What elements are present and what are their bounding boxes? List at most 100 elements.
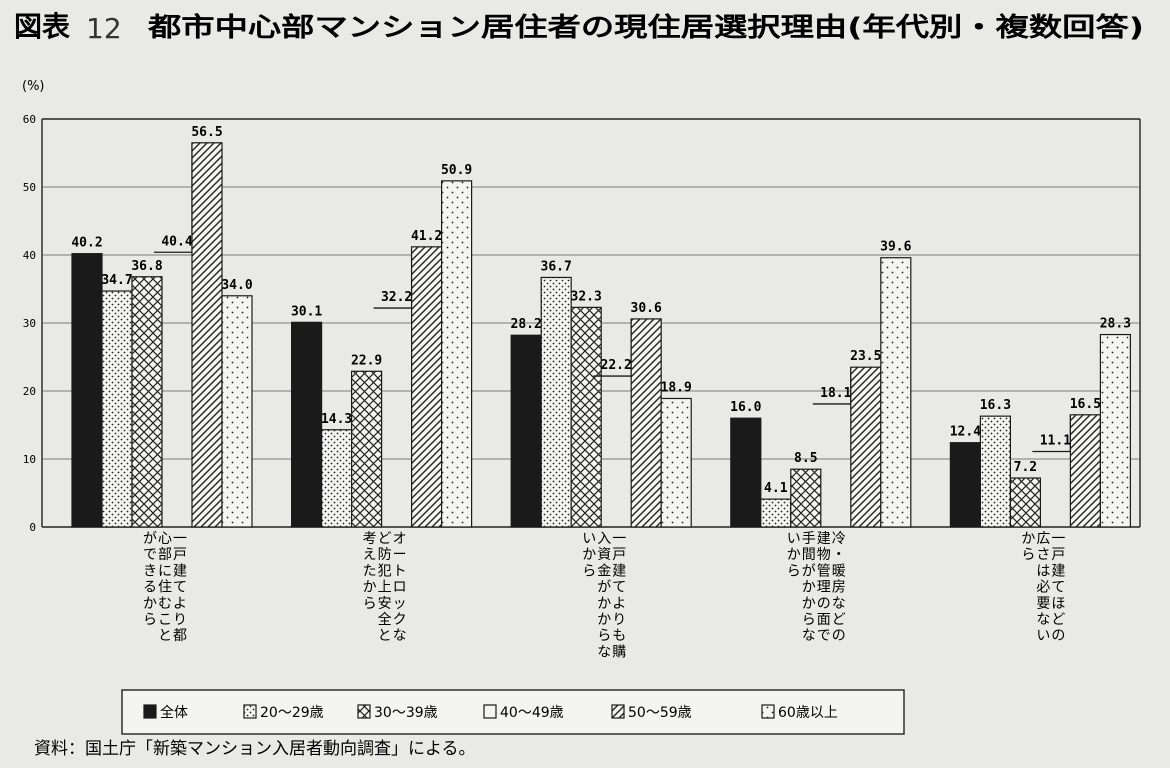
category-label-char: き — [143, 563, 157, 579]
data-label: 36.8 — [131, 259, 162, 274]
data-label: 18.1 — [820, 386, 851, 401]
category-label-char: ら — [787, 563, 801, 579]
bar-sparse-dots — [660, 397, 692, 528]
category-label-char: ー — [393, 547, 407, 563]
data-label: 30.6 — [631, 301, 662, 316]
category-label-char: ・ — [832, 547, 846, 563]
data-label: 34.7 — [101, 273, 132, 288]
category-label-char: ど — [1051, 612, 1065, 628]
category-label-char: 全 — [378, 611, 392, 628]
bar-sparse-dots — [221, 295, 253, 528]
category-label-char: か — [787, 547, 801, 563]
bar-dots — [101, 290, 133, 528]
category-labels: 一戸建てより都心部に住むことができるからオートロックなど防犯上安全と考えたから一… — [143, 531, 1065, 660]
category-label-char: 間 — [802, 547, 816, 563]
bar-diagonal — [630, 318, 662, 528]
legend-item-label: 20〜29歳 — [260, 705, 324, 721]
data-label: 28.3 — [1100, 317, 1131, 332]
category-label-char: 面 — [817, 612, 831, 628]
bar-diagonal — [411, 246, 443, 528]
category-label-char: 住 — [158, 580, 172, 596]
bar-solid — [71, 253, 103, 528]
category-label-char: 建 — [817, 531, 831, 547]
category-label-char: 暖 — [832, 563, 846, 579]
figure-number-label: 図表 — [14, 10, 70, 43]
category-label-char: よ — [173, 596, 187, 612]
data-label: 12.4 — [950, 425, 981, 440]
category-label-char: ら — [143, 612, 157, 628]
category-label-char: ト — [393, 563, 407, 579]
category-label-char: ら — [597, 628, 611, 644]
category-label-char: と — [378, 628, 392, 644]
data-label: 8.5 — [794, 451, 817, 466]
data-label: 36.7 — [541, 259, 572, 274]
category-label-char: オ — [393, 531, 407, 547]
category-label-char: の — [817, 596, 831, 612]
bar-solid — [949, 442, 982, 528]
category-label-char: 戸 — [173, 547, 187, 563]
bar-dots — [321, 429, 353, 528]
category-label-char: て — [612, 580, 626, 596]
category-label-char: か — [802, 580, 816, 596]
category-label-char: さ — [1036, 547, 1050, 563]
bar-crosshatch — [131, 276, 163, 528]
category-label-char: は — [1036, 563, 1050, 579]
category-label-char: 入 — [597, 531, 611, 547]
category-label-char: 金 — [597, 563, 611, 579]
category-label-char: て — [173, 580, 187, 596]
data-label: 40.2 — [71, 236, 102, 251]
category-label-char: こ — [158, 612, 172, 628]
bar-dots — [979, 415, 1012, 528]
legend-item-label: 40〜49歳 — [500, 705, 564, 721]
y-axis-ticks: 0 10 20 30 40 50 60 — [23, 113, 36, 534]
legend-swatch — [143, 704, 157, 719]
category-label-char: ら — [582, 563, 596, 579]
category-label-char: ら — [802, 612, 816, 628]
category-label-char: か — [582, 547, 596, 563]
category-label-char: が — [802, 563, 816, 579]
bars — [71, 142, 1132, 528]
bar-crosshatch — [570, 306, 602, 528]
data-label: 34.0 — [221, 278, 252, 293]
category-label-char: る — [143, 580, 157, 596]
y-tick-label: 20 — [23, 385, 36, 398]
category-label-char: ら — [363, 596, 377, 612]
bar-sparse-dots — [880, 257, 912, 528]
category-label-char: か — [363, 580, 377, 596]
category-label-char: の — [832, 628, 846, 644]
bar-solid — [730, 417, 762, 528]
category-label-char: で — [817, 628, 831, 644]
y-tick-label: 50 — [23, 181, 36, 194]
legend-swatch — [357, 704, 371, 719]
category-label-char: 購 — [612, 644, 626, 660]
figure-number: 12 — [86, 12, 122, 45]
category-label-char: い — [787, 531, 801, 547]
category-label-char: ロ — [393, 580, 407, 596]
category-label-char: 物 — [817, 547, 831, 563]
data-label: 30.1 — [291, 304, 322, 319]
category-label-char: 理 — [817, 580, 831, 596]
data-label: 16.0 — [730, 400, 761, 415]
data-label: 40.4 — [161, 234, 192, 249]
category-label-char: 建 — [612, 563, 626, 579]
category-label-char: い — [1036, 628, 1050, 644]
legend-item-label: 50〜59歳 — [628, 705, 692, 721]
category-label-char: な — [393, 628, 407, 644]
bar-crosshatch — [1009, 477, 1042, 528]
category-label-char: も — [612, 628, 626, 644]
category-label-char: り — [173, 612, 187, 628]
legend-swatch — [243, 704, 257, 719]
category-label-char: 一 — [612, 531, 626, 547]
data-label: 41.2 — [411, 229, 442, 244]
category-label-char: よ — [612, 596, 626, 612]
category-label-char: ど — [832, 612, 846, 628]
legend-item-label: 30〜39歳 — [374, 705, 438, 721]
category-label-char: 都 — [173, 628, 187, 644]
category-label-char: て — [1051, 580, 1065, 596]
category-label-char: 心 — [158, 531, 172, 547]
bar-dots — [540, 276, 572, 528]
category-label-char: な — [597, 644, 611, 660]
category-label-char: ど — [378, 531, 392, 547]
category-label-char: か — [597, 596, 611, 612]
category-label-char: た — [363, 563, 377, 579]
